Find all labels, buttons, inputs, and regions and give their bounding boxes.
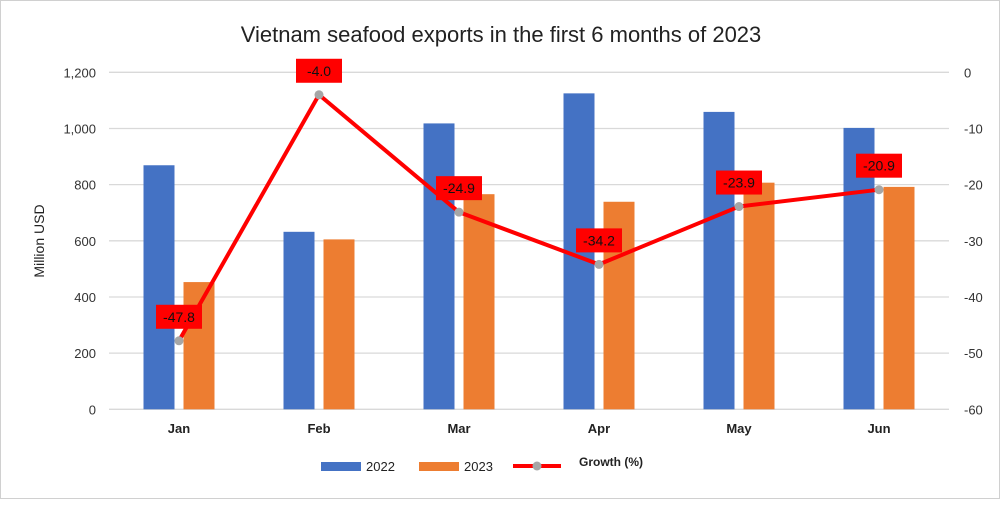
data-label: -4.0 (307, 63, 331, 79)
bar-2022-May (703, 111, 735, 410)
y-tick-label: 0 (89, 402, 96, 417)
legend-marker-growth (532, 461, 542, 471)
x-tick-label: Jan (168, 421, 190, 436)
data-label: -23.9 (723, 175, 755, 191)
data-label: -24.9 (443, 180, 475, 196)
chart-title: Vietnam seafood exports in the first 6 m… (241, 22, 762, 47)
y-axis-title: Million USD (31, 204, 47, 277)
legend-label-2022: 2022 (366, 459, 395, 474)
growth-marker (454, 207, 464, 217)
growth-marker (314, 90, 324, 100)
data-label: -47.8 (163, 309, 195, 325)
y-tick-label: 800 (74, 178, 96, 193)
x-tick-label: Apr (588, 421, 610, 436)
legend-swatch-2022 (321, 462, 361, 471)
growth-line (177, 92, 880, 342)
data-label-box (576, 228, 622, 253)
y2-tick-label: -10 (964, 121, 983, 136)
y2-tick-label: -50 (964, 346, 983, 361)
y2-tick-label: 0 (964, 65, 971, 80)
bar-2023-Jan (183, 282, 215, 410)
y-tick-label: 600 (74, 234, 96, 249)
bar-2023-Jun (883, 186, 915, 410)
y2-tick-label: -20 (964, 178, 983, 193)
legend-label-growth: Growth (%) (579, 455, 643, 469)
data-label-box (716, 170, 762, 195)
legend-swatch-2023 (419, 462, 459, 471)
growth-marker (594, 259, 604, 269)
y-tick-label: 1,000 (63, 121, 96, 136)
bar-2022-Mar (423, 123, 455, 410)
x-tick-label: May (726, 421, 752, 436)
growth-marker (874, 185, 884, 195)
growth-marker (734, 202, 744, 212)
data-label-box (856, 153, 902, 178)
y-tick-label: 400 (74, 290, 96, 305)
x-tick-label: Mar (447, 421, 470, 436)
legend-label-2023: 2023 (464, 459, 493, 474)
growth-marker (174, 336, 184, 346)
data-label-box (156, 304, 202, 329)
bar-2023-Mar (463, 194, 495, 410)
y-tick-label: 1,200 (63, 65, 96, 80)
bar-2022-Feb (283, 231, 315, 410)
bar-2022-Jan (143, 165, 175, 410)
y2-tick-label: -40 (964, 290, 983, 305)
x-tick-label: Feb (307, 421, 330, 436)
bar-2023-May (743, 182, 775, 410)
data-label: -34.2 (583, 232, 615, 248)
y-tick-label: 200 (74, 346, 96, 361)
data-label-box (296, 58, 342, 83)
y2-tick-label: -60 (964, 402, 983, 417)
bar-2023-Feb (323, 239, 355, 410)
data-label: -20.9 (863, 158, 895, 174)
data-label-box (436, 176, 482, 201)
y2-tick-label: -30 (964, 234, 983, 249)
x-tick-label: Jun (867, 421, 890, 436)
